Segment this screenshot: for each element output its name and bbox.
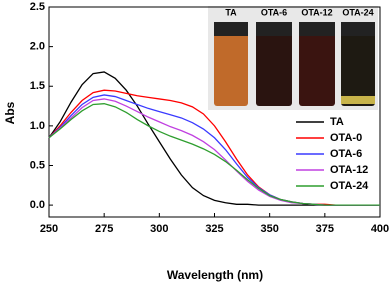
series-line bbox=[48, 89, 380, 206]
y-tick-label: 0.0 bbox=[30, 199, 45, 211]
vial-cap bbox=[299, 22, 335, 36]
vial-cap bbox=[341, 22, 375, 36]
y-axis-label: Abs bbox=[3, 101, 17, 124]
y-tick-label: 2.0 bbox=[30, 41, 45, 53]
vial-cap bbox=[256, 22, 292, 36]
legend-label: OTA-0 bbox=[330, 132, 362, 144]
legend-label: OTA-6 bbox=[330, 148, 362, 160]
vial bbox=[341, 22, 375, 106]
inset-photo: TA OTA-6 OTA-12 OTA-24 bbox=[208, 6, 378, 110]
x-axis-label: Wavelength (nm) bbox=[167, 268, 263, 282]
legend-label: OTA-12 bbox=[330, 164, 368, 176]
y-tick-label: 1.0 bbox=[30, 120, 45, 132]
inset-label: OTA-12 bbox=[301, 7, 332, 17]
legend-label: TA bbox=[330, 116, 344, 128]
vial-residue bbox=[341, 96, 375, 104]
inset-label: OTA-24 bbox=[342, 7, 373, 17]
series-line bbox=[48, 103, 380, 206]
x-tick-label: 325 bbox=[205, 223, 223, 235]
x-tick-label: 375 bbox=[316, 223, 334, 235]
x-tick-label: 400 bbox=[371, 223, 389, 235]
x-tick-label: 250 bbox=[40, 223, 58, 235]
vial bbox=[299, 22, 335, 106]
x-tick-label: 300 bbox=[150, 223, 168, 235]
x-tick-label: 350 bbox=[260, 223, 278, 235]
y-tick-label: 1.5 bbox=[30, 80, 45, 92]
y-tick-label: 0.5 bbox=[30, 159, 45, 171]
vial-cap bbox=[214, 22, 248, 36]
inset-label: TA bbox=[225, 7, 237, 17]
x-tick-label: 275 bbox=[95, 223, 113, 235]
vial bbox=[214, 22, 248, 106]
legend-label: OTA-24 bbox=[330, 180, 369, 192]
inset-label: OTA-6 bbox=[261, 7, 287, 17]
y-tick-label: 2.5 bbox=[30, 1, 45, 13]
vial bbox=[256, 22, 292, 106]
